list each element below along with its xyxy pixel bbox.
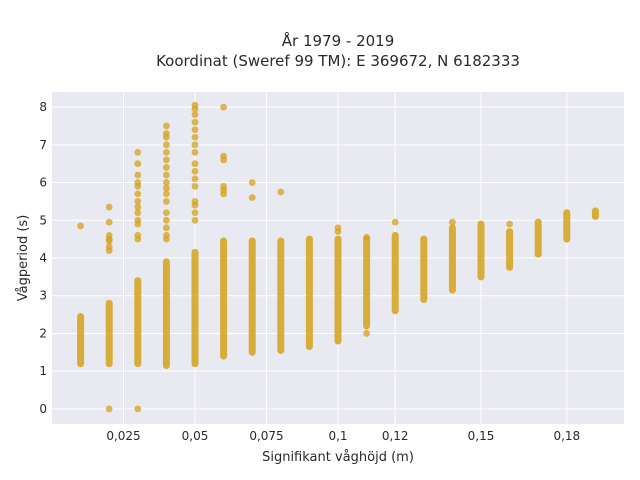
data-point xyxy=(334,224,342,232)
data-point xyxy=(163,224,170,232)
data-point xyxy=(248,179,256,186)
y-tick-label: 2 xyxy=(39,326,47,340)
data-point xyxy=(506,220,513,228)
data-point xyxy=(191,182,199,190)
data-point xyxy=(191,167,199,175)
data-point xyxy=(191,209,199,217)
data-point xyxy=(105,231,113,239)
chart-title-line1: År 1979 - 2019 xyxy=(282,31,395,50)
data-point xyxy=(191,141,199,149)
data-point xyxy=(191,101,199,109)
data-point xyxy=(163,171,170,179)
data-point xyxy=(163,122,170,130)
data-point xyxy=(163,198,170,205)
data-point xyxy=(77,222,84,230)
data-point xyxy=(163,148,170,156)
data-point xyxy=(163,164,170,171)
x-tick-label: 0,18 xyxy=(553,429,580,443)
data-point xyxy=(134,179,142,186)
data-point xyxy=(105,243,113,251)
data-point xyxy=(134,190,142,198)
data-point xyxy=(220,182,228,190)
data-point xyxy=(134,171,142,179)
data-point xyxy=(134,148,142,156)
data-points xyxy=(77,101,599,413)
data-point xyxy=(191,111,199,119)
data-point xyxy=(134,160,142,168)
y-tick-label: 4 xyxy=(39,251,47,265)
data-point xyxy=(134,231,142,239)
data-point xyxy=(248,194,256,202)
data-point xyxy=(105,218,113,226)
y-tick-label: 1 xyxy=(39,364,47,378)
data-point xyxy=(191,133,199,141)
data-point xyxy=(163,184,170,192)
x-tick-label: 0,075 xyxy=(249,429,283,443)
data-point xyxy=(163,216,170,224)
x-axis-title: Signifikant våghöjd (m) xyxy=(262,450,414,465)
y-tick-label: 7 xyxy=(39,138,47,152)
data-point xyxy=(449,218,456,226)
x-tick-label: 0,15 xyxy=(468,429,495,443)
y-axis-ticks: 0 1 2 3 4 5 6 7 8 xyxy=(39,100,47,416)
data-point xyxy=(191,216,199,224)
data-point xyxy=(134,203,142,211)
x-tick-label: 0,025 xyxy=(106,429,140,443)
data-point xyxy=(277,188,285,196)
data-point xyxy=(191,126,199,134)
data-point xyxy=(163,209,170,217)
data-point xyxy=(391,218,399,226)
data-point xyxy=(134,209,142,217)
data-point xyxy=(163,156,170,164)
data-point xyxy=(163,130,170,137)
data-point xyxy=(134,405,142,413)
y-axis-title: Vågperiod (s) xyxy=(16,215,31,302)
data-point xyxy=(191,160,199,168)
data-point xyxy=(134,198,142,205)
x-axis-ticks: 0,025 0,05 0,075 0,1 0,12 0,15 0,18 xyxy=(106,429,580,443)
x-tick-label: 0,1 xyxy=(328,429,347,443)
data-point xyxy=(191,148,199,156)
data-point xyxy=(105,405,113,413)
y-tick-label: 6 xyxy=(39,176,47,190)
data-point xyxy=(191,198,199,205)
data-point xyxy=(134,216,142,224)
data-point xyxy=(363,330,370,337)
y-tick-label: 5 xyxy=(39,213,47,227)
x-tick-label: 0,12 xyxy=(382,429,409,443)
data-point xyxy=(105,203,113,211)
data-point xyxy=(363,233,370,241)
x-tick-label: 0,05 xyxy=(182,429,209,443)
data-point xyxy=(220,152,228,160)
chart-title-line2: Koordinat (Sweref 99 TM): E 369672, N 61… xyxy=(156,52,520,70)
y-tick-label: 8 xyxy=(39,100,47,114)
data-point xyxy=(163,179,170,186)
data-point xyxy=(191,175,199,183)
y-tick-label: 0 xyxy=(39,402,47,416)
data-point xyxy=(163,141,170,149)
y-tick-label: 3 xyxy=(39,289,47,303)
data-point xyxy=(220,103,228,111)
data-point xyxy=(191,118,199,126)
data-point xyxy=(163,190,170,198)
data-point xyxy=(163,231,170,239)
